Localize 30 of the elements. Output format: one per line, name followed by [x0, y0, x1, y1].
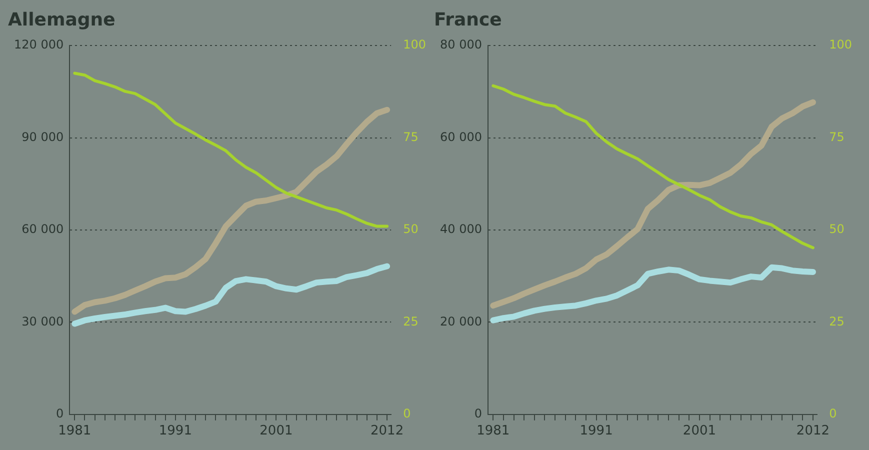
- x-tick-label: 1981: [58, 424, 92, 439]
- x-tick-label: 1981: [476, 424, 510, 439]
- y-tick-label: 60 000: [440, 130, 482, 144]
- y2-tick-label: 0: [403, 406, 411, 421]
- x-tick-label: 2012: [370, 424, 404, 439]
- y2-tick-label: 100: [829, 38, 852, 52]
- x-tick-label: 2001: [260, 424, 293, 439]
- y-tick-label: 20 000: [440, 314, 482, 328]
- y2-tick-label: 75: [829, 130, 844, 144]
- y2-tick-label: 75: [403, 130, 418, 144]
- y-tick-label: 120 000: [14, 38, 64, 52]
- y-tick-label: 0: [56, 406, 64, 421]
- y2-tick-label: 100: [403, 38, 426, 52]
- y-tick-label: 80 000: [440, 38, 482, 52]
- y-tick-label: 90 000: [22, 130, 64, 144]
- y-tick-label: 60 000: [22, 222, 64, 236]
- y-tick-label: 40 000: [440, 222, 482, 236]
- y2-tick-label: 0: [829, 406, 837, 421]
- x-tick-label: 1991: [158, 424, 192, 439]
- chart-title: France: [434, 9, 502, 30]
- chart-title: Allemagne: [8, 9, 116, 30]
- x-tick-label: 2012: [796, 424, 830, 439]
- y2-tick-label: 50: [829, 222, 844, 236]
- y2-tick-label: 25: [829, 314, 844, 328]
- y-tick-label: 0: [474, 406, 482, 421]
- y2-tick-label: 25: [403, 314, 418, 328]
- y-tick-label: 30 000: [22, 314, 64, 328]
- x-tick-label: 1991: [580, 424, 613, 439]
- x-tick-label: 2001: [682, 424, 716, 439]
- y2-tick-label: 50: [403, 222, 418, 236]
